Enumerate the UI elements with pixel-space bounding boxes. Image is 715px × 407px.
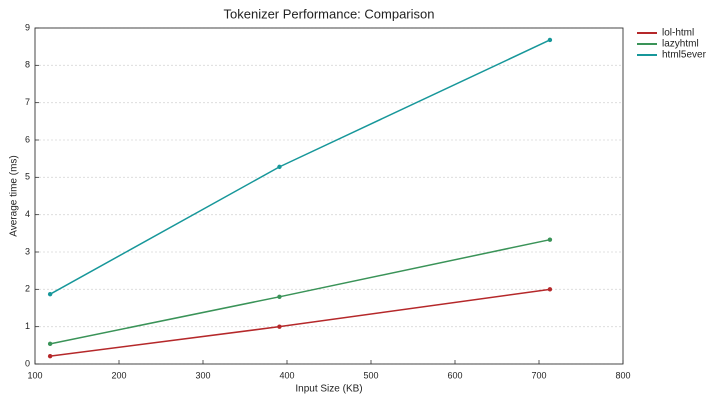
data-point xyxy=(547,287,553,292)
x-tick-label: 800 xyxy=(615,370,630,380)
legend-text: html5ever xyxy=(662,50,707,61)
legend-text: lazyhtml xyxy=(662,39,699,50)
x-tick-label: 400 xyxy=(279,370,294,380)
y-tick-label: 2 xyxy=(25,284,30,294)
x-tick-label: 100 xyxy=(27,370,42,380)
data-point xyxy=(47,291,53,297)
y-tick-label: 6 xyxy=(25,134,30,144)
series-line xyxy=(49,238,551,345)
data-point xyxy=(277,294,282,299)
x-tick-label: 500 xyxy=(363,370,378,380)
y-axis-label: Average time (ms) xyxy=(9,155,20,237)
data-point xyxy=(547,237,553,242)
series-line xyxy=(50,288,551,357)
data-point xyxy=(47,353,53,359)
y-tick-label: 9 xyxy=(25,22,30,32)
x-tick-label: 200 xyxy=(111,370,126,380)
legend-text: lol-html xyxy=(662,28,694,39)
x-tick-label: 300 xyxy=(195,370,210,380)
y-tick-label: 7 xyxy=(25,97,30,107)
data-point xyxy=(547,37,553,43)
data-point xyxy=(277,164,282,170)
x-tick-label: 600 xyxy=(447,370,462,380)
x-tick-label: 700 xyxy=(531,370,546,380)
data-point xyxy=(277,324,282,329)
chart-title: Tokenizer Performance: Comparison xyxy=(224,6,435,21)
x-axis-label: Input Size (KB) xyxy=(295,384,362,395)
plot-frame xyxy=(34,27,624,365)
y-tick-label: 8 xyxy=(25,60,30,70)
y-tick-label: 4 xyxy=(25,209,30,219)
y-tick-label: 0 xyxy=(25,358,30,368)
y-tick-label: 3 xyxy=(25,246,30,256)
data-point xyxy=(47,341,53,347)
y-tick-label: 5 xyxy=(25,172,30,182)
y-tick-label: 1 xyxy=(25,321,30,331)
